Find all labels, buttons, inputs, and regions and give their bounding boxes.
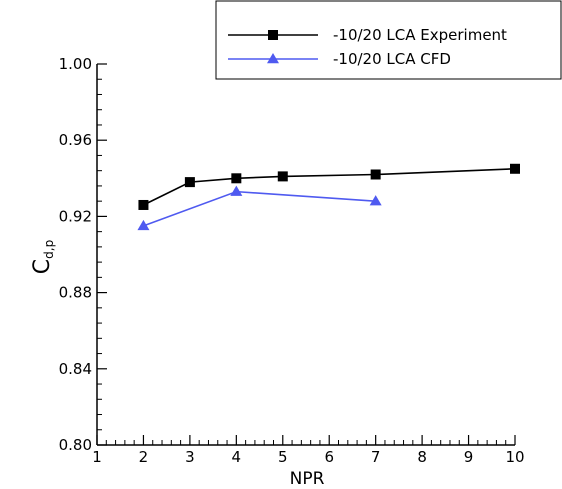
x-axis-title: NPR (290, 469, 325, 489)
legend-marker (267, 53, 279, 64)
data-point (231, 173, 242, 184)
svg-text:Cd,p: Cd,p (30, 240, 56, 274)
x-tick-label: 6 (324, 448, 334, 466)
data-point (369, 195, 382, 206)
series-layer (137, 163, 520, 231)
axes: 0.80 0.84 0.88 0.92 0.96 1.00 1 2 3 4 5 6 7 8 9 10 (59, 55, 525, 466)
legend: -10/20 LCA Experiment -10/20 LCA CFD (215, 0, 562, 80)
x-tick-label: 8 (417, 448, 427, 466)
data-point (230, 185, 243, 196)
y-axis-title-subscript: d,p (42, 240, 56, 259)
x-tick-label: 2 (139, 448, 149, 466)
x-tick-label: 4 (232, 448, 242, 466)
legend-marker (268, 30, 278, 40)
data-point (137, 219, 150, 231)
data-point (138, 199, 149, 210)
legend-label: -10/20 LCA CFD (333, 50, 451, 68)
y-tick-label: 0.92 (59, 207, 92, 225)
y-tick-label: 0.80 (59, 436, 92, 454)
y-tick-label: 0.96 (59, 131, 92, 149)
x-tick-label: 1 (92, 448, 102, 466)
y-tick-label: 0.88 (59, 284, 92, 302)
series-cfd (137, 185, 382, 231)
y-tick-label: 0.84 (59, 360, 92, 378)
legend-label: -10/20 LCA Experiment (333, 26, 507, 44)
y-axis-title-main: C (30, 259, 55, 274)
series-line (143, 167, 516, 206)
series-experiment (138, 163, 520, 210)
data-point (510, 163, 520, 174)
x-tick-label: 10 (505, 448, 524, 466)
y-axis-title: Cd,p (30, 240, 56, 274)
x-tick-label: 9 (464, 448, 474, 466)
data-point (277, 171, 288, 182)
x-tick-label: 7 (371, 448, 381, 466)
x-tick-label: 3 (185, 448, 195, 466)
x-tick-label: 5 (278, 448, 288, 466)
data-point (370, 169, 381, 180)
data-point (184, 177, 195, 188)
y-tick-label: 1.00 (59, 55, 92, 73)
